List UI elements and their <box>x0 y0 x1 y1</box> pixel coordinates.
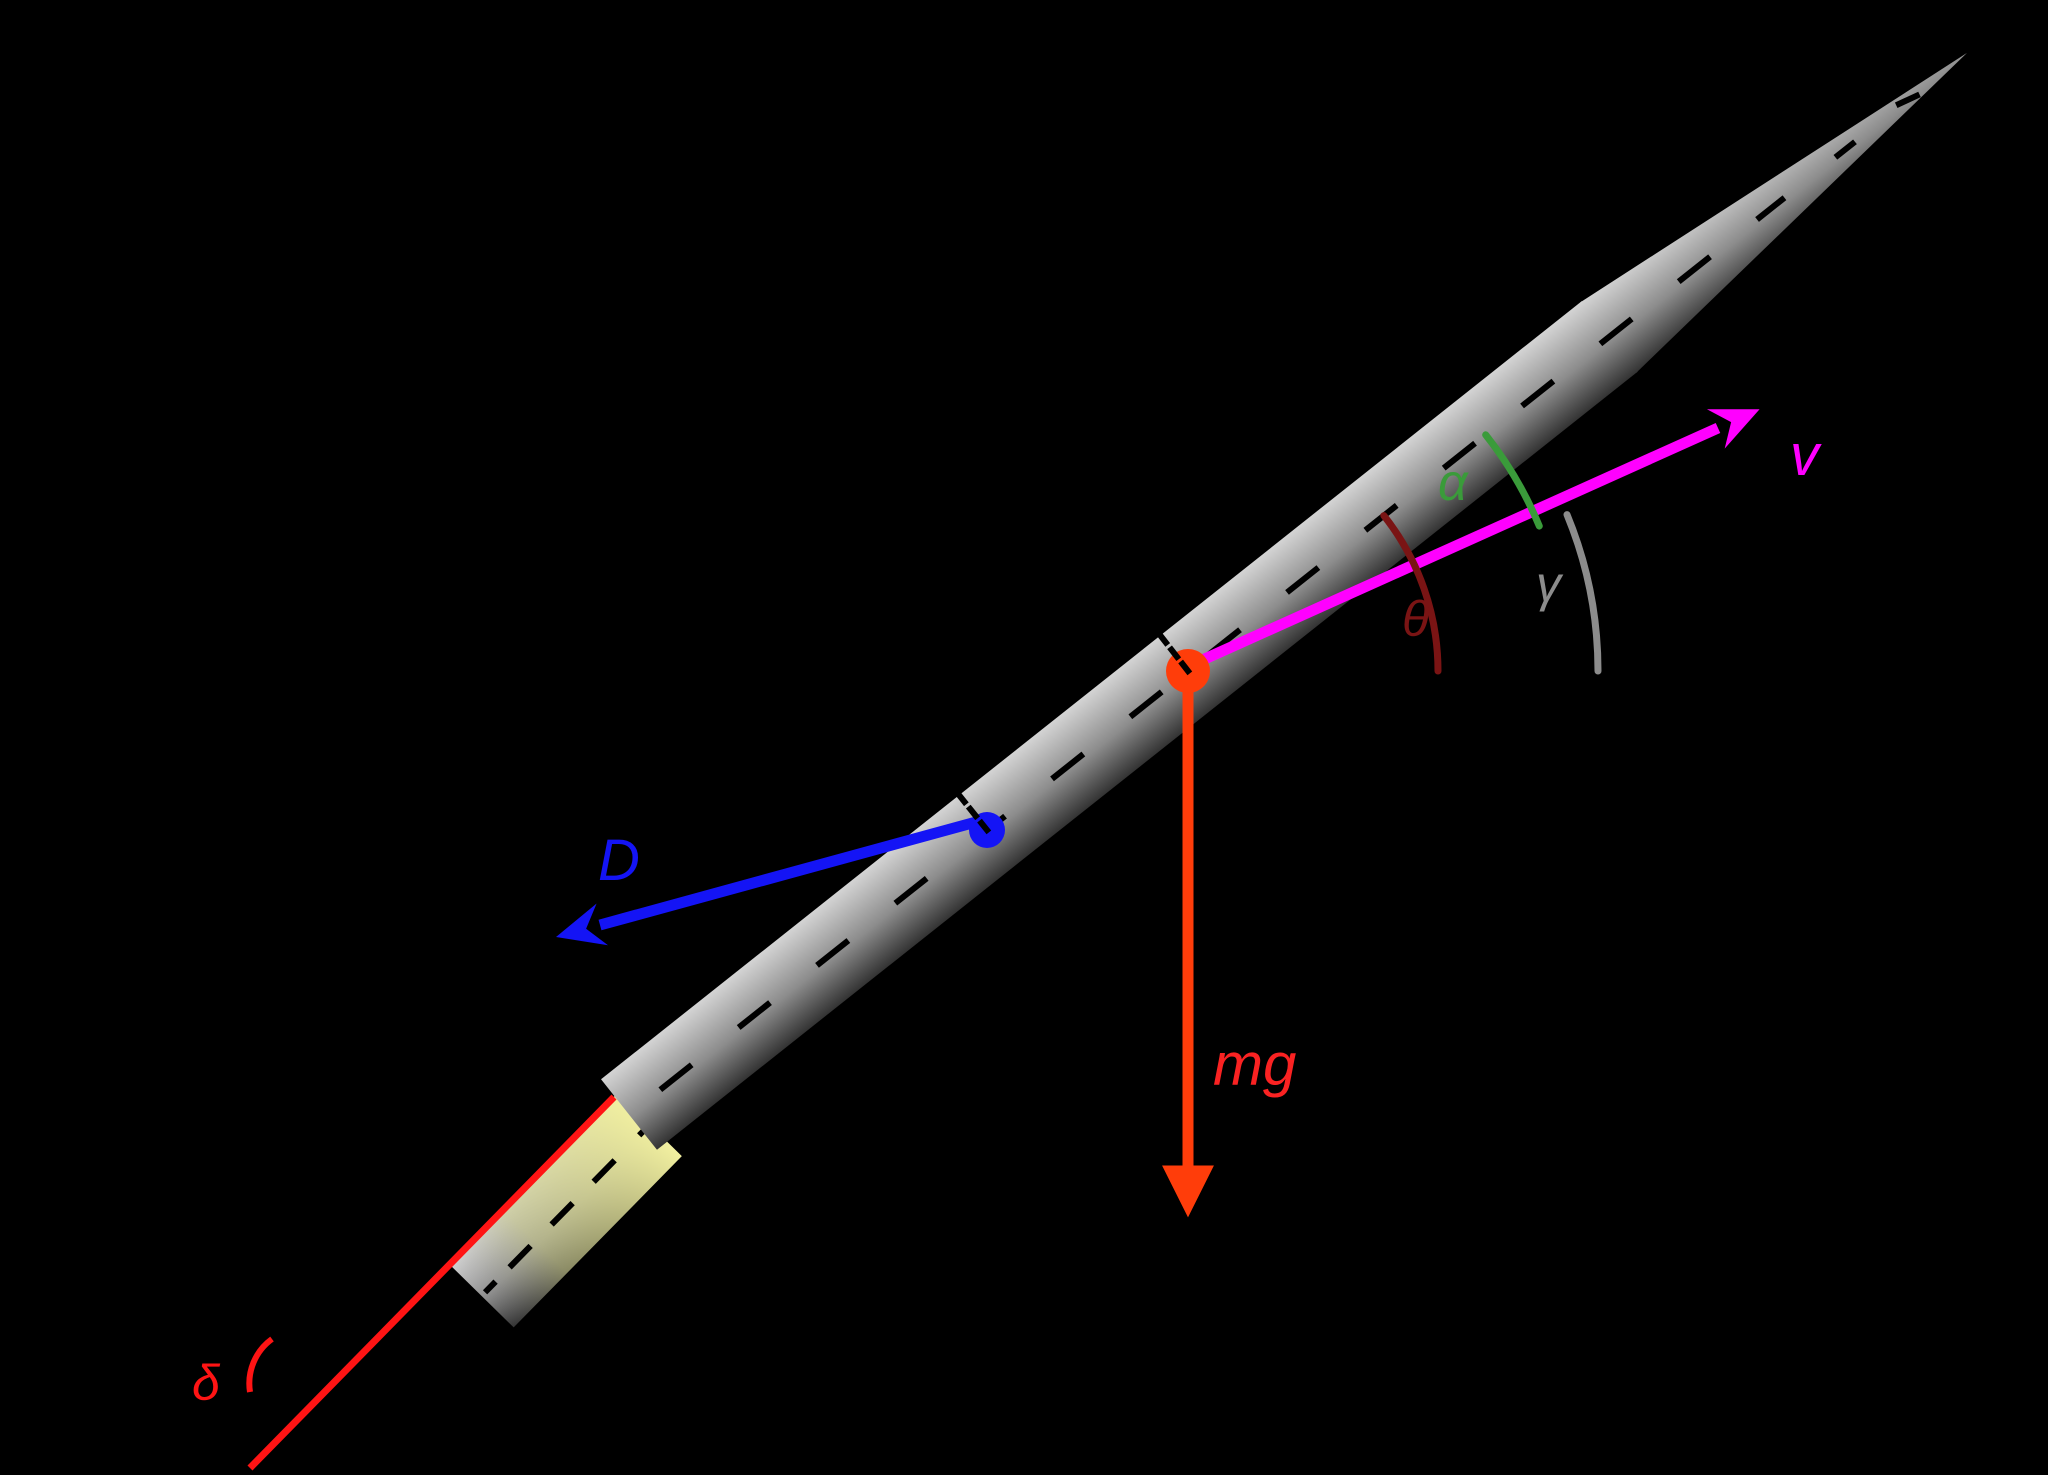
svg-text:γ: γ <box>1536 556 1564 612</box>
svg-text:mg: mg <box>1213 1031 1296 1098</box>
svg-text:D: D <box>598 828 640 893</box>
svg-text:θ: θ <box>1402 591 1429 647</box>
svg-text:δ: δ <box>192 1355 221 1411</box>
svg-text:α: α <box>1438 454 1469 512</box>
svg-text:v: v <box>1790 423 1822 488</box>
